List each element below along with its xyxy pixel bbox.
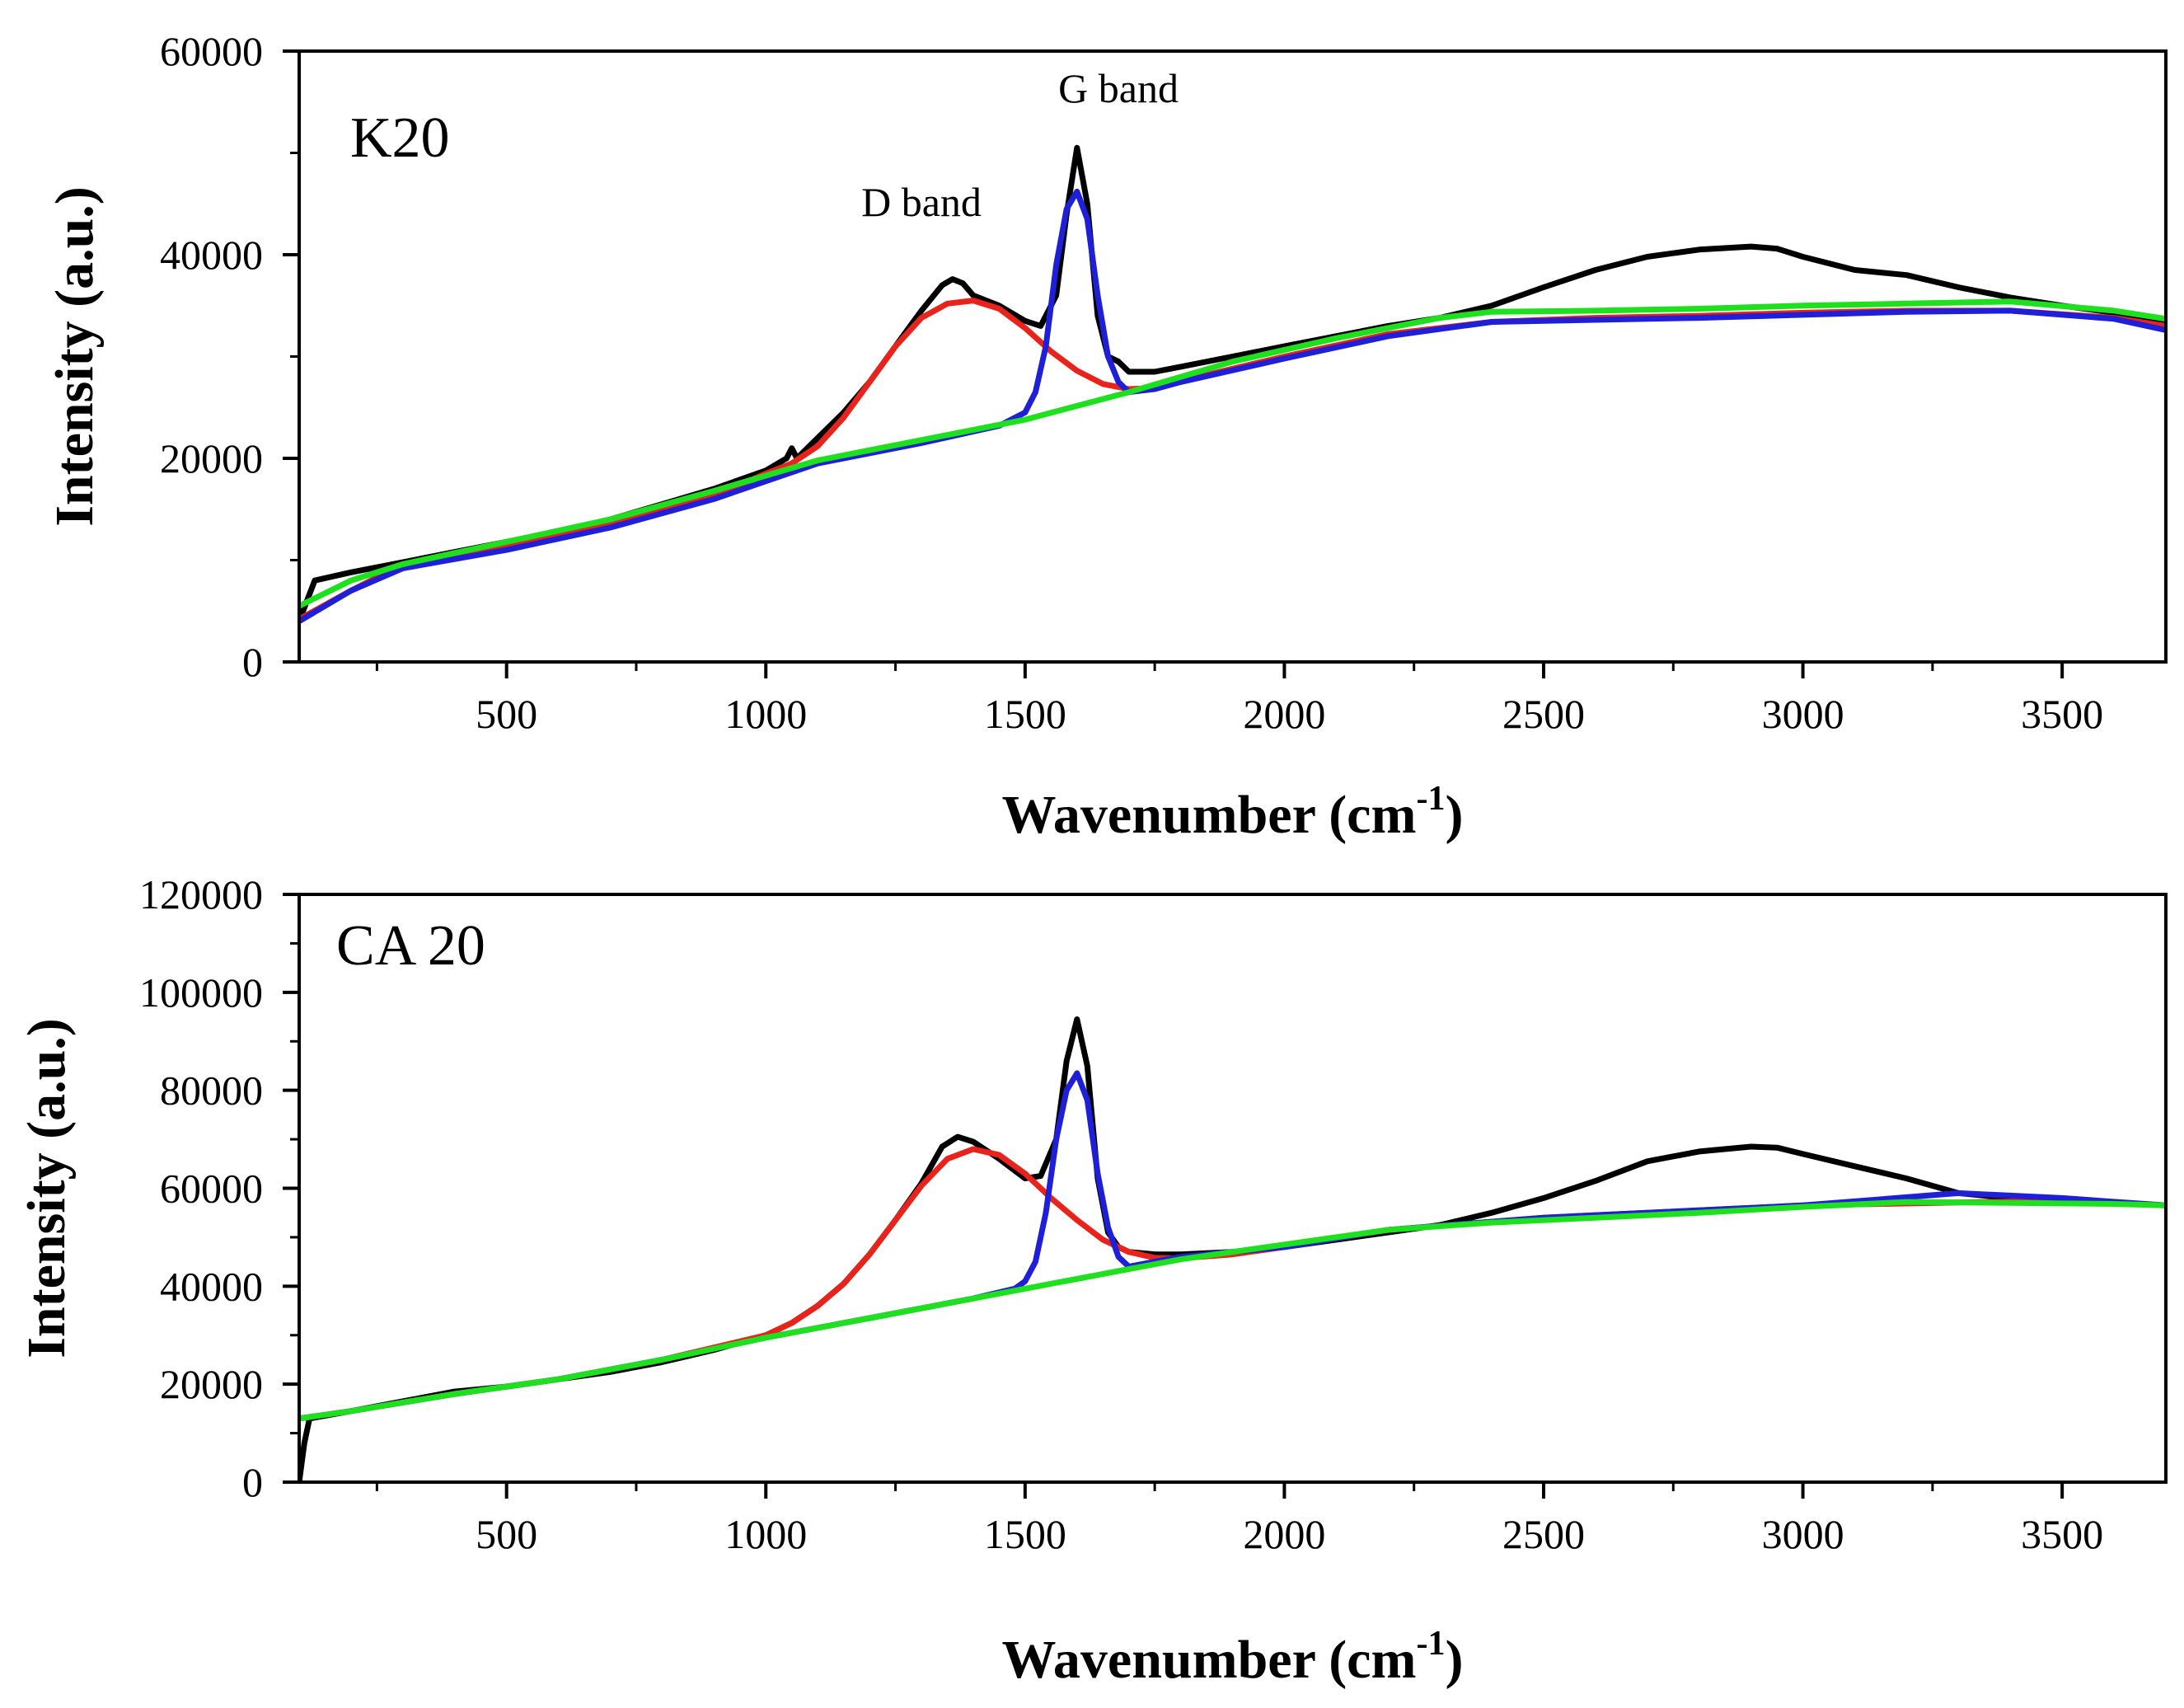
y-axis-title: Intensity (a.u.)	[45, 186, 105, 527]
x-tick-label: 3500	[2021, 691, 2103, 737]
y-tick-label: 0	[242, 1459, 263, 1505]
y-tick-label: 40000	[160, 1263, 263, 1309]
x-tick-label: 1500	[984, 1511, 1066, 1557]
x-tick-label: 500	[476, 1511, 537, 1557]
x-tick-label: 2500	[1502, 1511, 1585, 1557]
x-axis-title: Wavenumber (cm-1)	[1002, 1625, 1464, 1690]
y-tick-label: 60000	[160, 1166, 263, 1212]
x-axis-title: Wavenumber (cm-1)	[1002, 780, 1464, 845]
x-tick-label: 1500	[984, 691, 1066, 737]
y-tick-label: 40000	[160, 232, 263, 278]
x-axis-title-sup: -1	[1416, 1625, 1445, 1663]
x-axis-title-tail: )	[1445, 1630, 1463, 1690]
y-tick-label: 20000	[160, 435, 263, 481]
x-tick-label: 2000	[1243, 691, 1325, 737]
annotation-g-band: G band	[1058, 65, 1179, 111]
x-tick-label: 2000	[1243, 1511, 1325, 1557]
y-tick-label: 120000	[139, 871, 263, 917]
x-tick-label: 500	[476, 691, 537, 737]
series-line-D-band-fit	[299, 298, 2166, 622]
panel-label: CA 20	[336, 914, 485, 978]
x-tick-label: 3000	[1762, 1511, 1844, 1557]
x-tick-label: 3000	[1762, 691, 1844, 737]
y-tick-label: 80000	[160, 1068, 263, 1114]
x-tick-label: 3500	[2021, 1511, 2103, 1557]
series-line-baseline	[299, 298, 2166, 609]
plot-frame	[298, 893, 2168, 1484]
chart-panel-1: 500 1000 1500 2000 2500 3000 3500 0 20000 40000 60…	[45, 28, 2168, 845]
series-line-G-band-fit	[299, 1070, 2166, 1422]
x-tick-label: 2500	[1502, 691, 1585, 737]
series-line-baseline	[299, 1199, 2166, 1422]
chart-panel-2: 500 1000 1500 2000 2500 3000 3500 0 20000 40000 60…	[16, 871, 2168, 1690]
y-axis-title: Intensity (a.u.)	[16, 1018, 77, 1358]
x-axis-title-tail: )	[1445, 785, 1463, 845]
series-line-G-band-fit	[299, 188, 2166, 625]
y-tick-label: 100000	[139, 969, 263, 1016]
x-tick-label: 1000	[724, 691, 807, 737]
x-axis-title-main: Wavenumber (cm	[1002, 785, 1417, 845]
y-tick-label: 0	[242, 639, 263, 685]
x-axis-title-main: Wavenumber (cm	[1002, 1630, 1417, 1690]
annotation-d-band: D band	[861, 179, 982, 225]
panel-label: K20	[350, 106, 450, 170]
x-axis-title-sup: -1	[1416, 780, 1445, 818]
series-line-raw-spectrum	[299, 144, 2166, 625]
x-tick-label: 1000	[724, 1511, 807, 1557]
y-tick-label: 60000	[160, 28, 263, 74]
y-tick-label: 20000	[160, 1361, 263, 1407]
